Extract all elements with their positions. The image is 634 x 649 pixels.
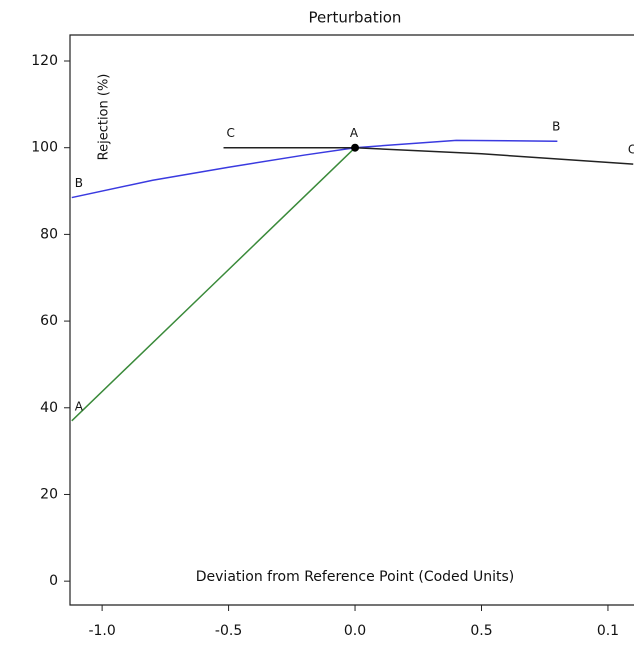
axes-frame: [69, 34, 634, 606]
series-label: C: [227, 126, 235, 140]
series-label: C: [628, 143, 634, 157]
x-tick-label: 0.5: [470, 623, 492, 639]
y-tick-label: 60: [40, 313, 58, 329]
reference-point: [351, 143, 360, 152]
x-tick-label: -1.0: [88, 623, 115, 639]
series-label: A: [75, 399, 84, 413]
series-label: B: [75, 176, 83, 190]
x-axis-label: Deviation from Reference Point (Coded Un…: [196, 569, 515, 585]
series-label: B: [552, 120, 560, 134]
y-tick-label: 120: [31, 53, 58, 69]
series-line: [223, 146, 634, 165]
x-tick-label: 0.1: [597, 623, 619, 639]
chart-title: Perturbation: [309, 9, 402, 27]
series-line: [71, 147, 356, 422]
y-tick-label: 0: [49, 573, 58, 589]
x-tick-label: -0.5: [215, 623, 242, 639]
y-tick-label: 80: [40, 226, 58, 242]
x-tick-label: 0.0: [344, 623, 366, 639]
y-tick-label: 20: [40, 486, 58, 502]
y-axis-label: Rejection (%): [97, 74, 112, 161]
y-tick-label: 40: [40, 400, 58, 416]
series-label: A: [350, 126, 359, 140]
series-line: [71, 139, 558, 199]
y-tick-label: 100: [31, 140, 58, 156]
